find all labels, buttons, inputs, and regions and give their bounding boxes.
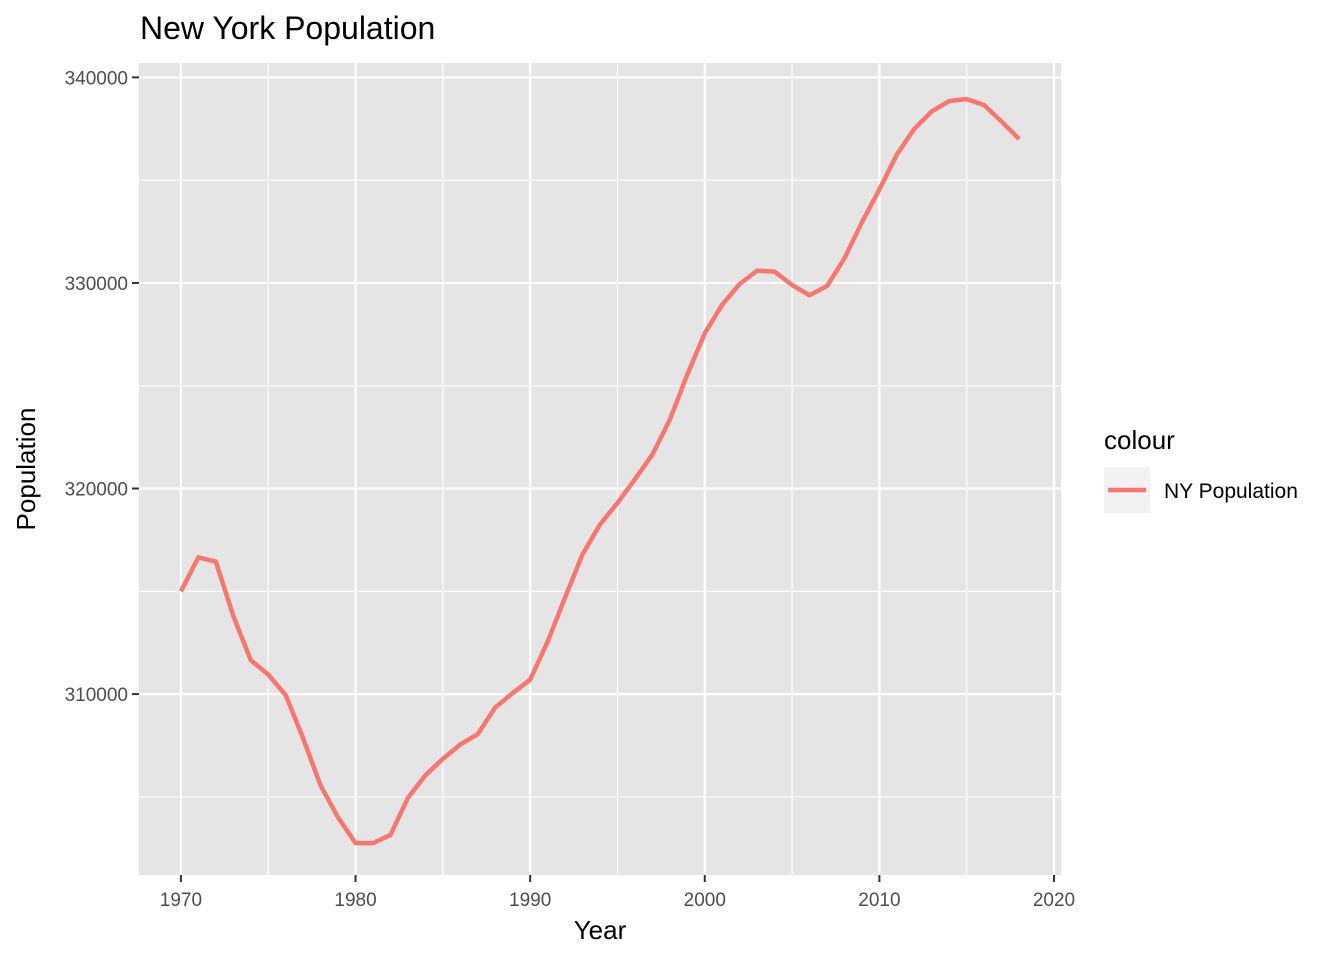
y-tick-label: 340000	[65, 68, 128, 89]
minor-gridlines	[139, 63, 1061, 875]
major-gridlines	[139, 63, 1061, 875]
y-tick-label: 310000	[65, 685, 128, 706]
plot-panel	[139, 63, 1061, 875]
legend-label-ny-population: NY Population	[1164, 480, 1298, 503]
x-tick-label: 1990	[509, 890, 551, 911]
y-tick-label: 320000	[65, 480, 128, 501]
x-tick-label: 2020	[1033, 890, 1075, 911]
x-tick-label: 2000	[684, 890, 726, 911]
y-axis-title: Population	[11, 408, 41, 531]
legend: colour NY Population	[1104, 425, 1298, 513]
series-line-ny-population	[178, 96, 1021, 846]
x-tick-label: 1970	[160, 890, 202, 911]
legend-title: colour	[1104, 425, 1175, 455]
x-tick-label: 2010	[858, 890, 900, 911]
series-layer	[178, 96, 1021, 846]
x-axis-title: Year	[574, 915, 627, 945]
y-tick-label: 330000	[65, 274, 128, 295]
chart-title: New York Population	[140, 10, 435, 46]
x-axis: 1970 1980 1990 2000 2010 2020	[160, 875, 1075, 911]
x-tick-label: 1980	[334, 890, 376, 911]
y-axis: 310000 320000 330000 340000	[65, 68, 139, 706]
